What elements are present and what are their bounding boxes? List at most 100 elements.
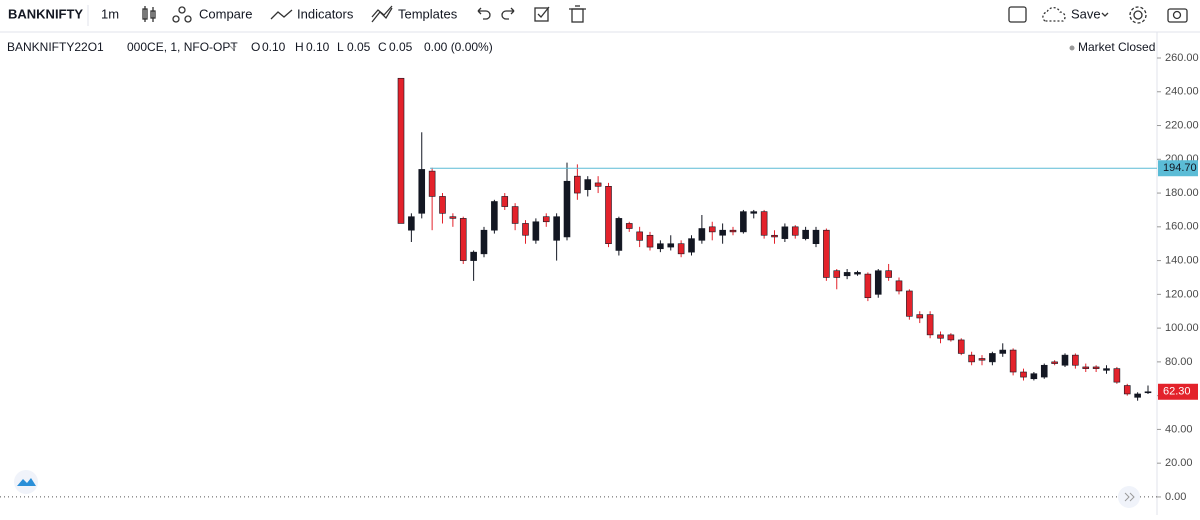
y-tick-label: 180.00 (1165, 187, 1199, 199)
legend-o-label: O (251, 40, 260, 54)
toolbar-bg (0, 0, 1200, 32)
candle-body (439, 196, 446, 214)
settings-icon[interactable] (1129, 6, 1147, 24)
candle-body (708, 226, 716, 233)
candle-body (937, 334, 944, 339)
legend-symbol-end: 000CE, 1, NFO-OPT (127, 40, 238, 54)
candle-body (1082, 366, 1090, 369)
legend-o: 0.10 (262, 40, 286, 54)
y-tick-label: 20.00 (1165, 457, 1193, 469)
symbol-button[interactable]: BANKNIFTY (8, 6, 83, 21)
plot (0, 77, 1157, 498)
candle-body (760, 211, 768, 236)
legend-l: 0.05 (347, 40, 371, 54)
candle-body (511, 206, 519, 224)
candle-body (781, 226, 789, 239)
chart-type-icon[interactable] (142, 6, 156, 22)
candle-body (1123, 385, 1131, 395)
cloud-icon (1042, 6, 1066, 22)
candle-body (563, 180, 571, 238)
screenshot-icon[interactable] (1167, 8, 1188, 23)
price-axis: 0.0020.0040.0060.0080.00100.00120.00140.… (1157, 52, 1199, 503)
save-dropdown[interactable] (1101, 12, 1109, 17)
candle-body (1030, 373, 1038, 380)
indicators-button[interactable]: Indicators (297, 6, 354, 21)
templates-icon[interactable] (371, 5, 393, 23)
candle-body (584, 179, 592, 190)
candle-body (574, 175, 581, 194)
save-button[interactable]: Save (1071, 6, 1101, 21)
y-tick-label: 220.00 (1165, 119, 1199, 131)
compare-icon[interactable] (172, 6, 192, 23)
candle-body (791, 226, 799, 236)
indicators-icon[interactable] (270, 9, 293, 20)
candle-body (418, 169, 426, 214)
candle-body (968, 354, 975, 363)
legend-h-label: H (295, 40, 304, 54)
candle-body (1092, 366, 1100, 369)
candle-body (895, 280, 903, 292)
candle-body (802, 229, 809, 239)
y-tick-label: 140.00 (1165, 254, 1199, 266)
compare-button[interactable]: Compare (199, 6, 252, 21)
y-tick-label: 80.00 (1165, 356, 1193, 368)
candle-body (491, 201, 498, 231)
candle-body (542, 216, 550, 223)
layout-icon[interactable] (1008, 6, 1027, 23)
delete-icon[interactable] (569, 5, 586, 23)
y-tick-label: 240.00 (1165, 86, 1199, 98)
candle-body (906, 290, 913, 317)
candle-body (719, 229, 726, 236)
status-dot (1069, 45, 1075, 51)
scroll-button[interactable] (1118, 486, 1140, 508)
price-badge (1158, 160, 1198, 177)
candle-body (1113, 368, 1121, 383)
candle-body (1061, 354, 1069, 366)
y-tick-label: 40.00 (1165, 423, 1193, 435)
y-tick-label: 120.00 (1165, 288, 1199, 300)
candle-body (947, 334, 955, 341)
legend-change: 0.00 (0.00%) (424, 40, 493, 54)
candle-body (750, 211, 758, 214)
candle-body (428, 170, 436, 197)
redo-icon[interactable] (501, 7, 515, 20)
checklist-icon[interactable] (534, 6, 550, 22)
candle-body (833, 270, 841, 278)
candle-body (532, 221, 540, 241)
candle-body (1103, 368, 1110, 371)
y-tick-label: 160.00 (1165, 221, 1199, 233)
price-badge-label: 194.70 (1163, 162, 1197, 174)
legend-symbol: BANKNIFTY22O1 (7, 40, 104, 54)
candle-body (1009, 349, 1017, 373)
candle-body (667, 243, 675, 248)
price-badge-label: 62.30 (1163, 386, 1191, 398)
candle-body (408, 216, 415, 231)
candle-body (646, 234, 654, 248)
undo-icon[interactable] (477, 7, 491, 20)
templates-button[interactable]: Templates (398, 6, 458, 21)
candle-body (657, 243, 664, 250)
legend-h: 0.10 (306, 40, 330, 54)
candle-body (698, 228, 706, 241)
candle-body (1072, 354, 1079, 366)
candle-body (1020, 371, 1027, 378)
y-tick-label: 0.00 (1165, 491, 1186, 503)
legend-dropdown[interactable] (229, 45, 237, 50)
logo (14, 470, 38, 494)
candle-body (1051, 361, 1058, 364)
market-status: Market Closed (1078, 40, 1155, 54)
candle-body (989, 353, 996, 363)
candle-body (553, 216, 560, 241)
candle-body (978, 358, 986, 361)
candle-body (771, 234, 778, 238)
candle-body (605, 186, 612, 245)
candle-body (470, 251, 477, 261)
interval-button[interactable]: 1m (101, 6, 119, 21)
candle-body (677, 243, 685, 255)
candle-body (843, 272, 851, 277)
candle-body (459, 218, 467, 261)
candle-body (823, 229, 830, 278)
candle-body (522, 223, 529, 236)
legend-c-label: C (378, 40, 387, 54)
